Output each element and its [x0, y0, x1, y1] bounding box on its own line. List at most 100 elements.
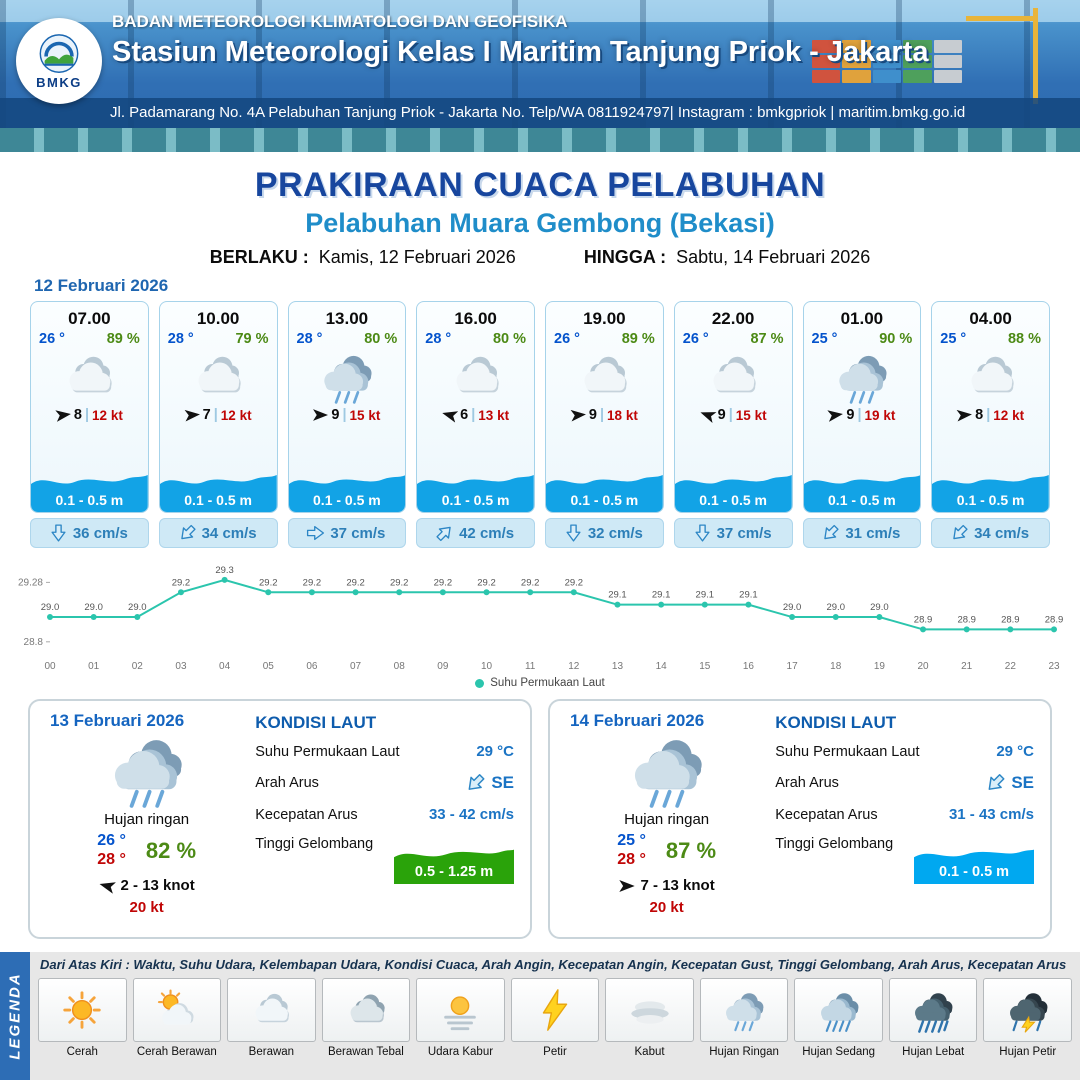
- wind-separator: |: [342, 407, 347, 423]
- humidity: 89 %: [106, 331, 140, 347]
- wind-row: 9 | 19 kt: [828, 407, 895, 423]
- current-speed-box: 37 cm/s: [673, 518, 793, 548]
- daily-humidity: 87 %: [665, 837, 717, 863]
- legend-title: LEGENDA: [6, 972, 24, 1060]
- humidity: 80 %: [364, 331, 398, 347]
- wave-height-badge: 0.5 - 1.25 m: [394, 842, 514, 884]
- wind-direction-icon: [957, 408, 973, 421]
- current-speed-value: 33 - 42 cm/s: [428, 806, 514, 823]
- svg-text:29.1: 29.1: [696, 590, 715, 601]
- wave-shape: [417, 475, 534, 512]
- hour-label: 16.00: [454, 309, 497, 328]
- air-temperature: 25 °: [811, 331, 838, 347]
- daily-temps: 25 ° 87 % 28 °: [617, 832, 716, 869]
- weather-icon: [704, 348, 762, 406]
- legend-icon-box: [888, 978, 978, 1042]
- hourly-column: 10.00 28 ° 79 % 7 | 12 kt: [158, 301, 278, 548]
- wave-height-band: 0.1 - 0.5 m: [417, 466, 534, 512]
- forecast-date: 12 Februari 2026: [34, 276, 169, 295]
- humidity: 80 %: [492, 331, 526, 347]
- hourly-card: 01.00 25 ° 90 % 9 | 19 kt: [802, 301, 922, 513]
- wind-speed: 6: [460, 407, 469, 423]
- sst-row: Suhu Permukaan Laut 29 °C: [255, 743, 514, 760]
- wind-separator: |: [84, 407, 90, 423]
- current-direction-icon: [566, 524, 581, 542]
- daily-weather-icon: [106, 729, 188, 811]
- wind-separator: |: [728, 407, 733, 423]
- wave-height: 0.1 - 0.5 m: [313, 492, 381, 508]
- current-direction-text: SE: [491, 773, 514, 792]
- legend-items: Cerah Cerah Berawan Berawan: [38, 978, 1073, 1058]
- temp-max: 28 °: [97, 851, 126, 868]
- current-direction-icon: [433, 521, 456, 544]
- header-titles: BADAN METEOROLOGI KLIMATOLOGI DAN GEOFIS…: [112, 12, 928, 69]
- current-speed-box: 42 cm/s: [416, 518, 535, 548]
- daily-card: 13 Februari 2026 Hujan ringan 26 ° 82 % …: [28, 699, 532, 939]
- current-direction-icon: [463, 770, 489, 796]
- hour-label: 10.00: [196, 309, 240, 328]
- wind-speed: 8: [73, 407, 82, 423]
- temp-humidity-row: 25 ° 90 %: [804, 329, 921, 347]
- wave-height-badge: 0.1 - 0.5 m: [914, 842, 1034, 884]
- wind-speed: 9: [846, 407, 855, 423]
- wave-height-row: Tinggi Gelombang 0.5 - 1.25 m: [255, 836, 514, 884]
- hour-label: 22.00: [711, 309, 755, 328]
- svg-text:08: 08: [394, 661, 406, 672]
- wave-height-row: Tinggi Gelombang 0.1 - 0.5 m: [775, 836, 1034, 884]
- svg-text:29.28: 29.28: [18, 577, 43, 588]
- legend-item-label: Hujan Ringan: [709, 1046, 779, 1058]
- bmkg-emblem-icon: [39, 34, 79, 73]
- svg-text:29.2: 29.2: [259, 577, 278, 588]
- legend-icon-box: [416, 978, 505, 1042]
- daily-condition: Hujan ringan: [624, 811, 710, 828]
- weather-icon: [189, 348, 247, 406]
- legend-item: Kabut: [605, 978, 694, 1058]
- svg-text:29.1: 29.1: [608, 590, 627, 601]
- weather-icon: [60, 348, 118, 406]
- air-temperature: 28 °: [167, 331, 194, 347]
- daily-weather-column: 14 Februari 2026 Hujan ringan 25 ° 87 % …: [566, 711, 767, 927]
- hourly-card: 04.00 25 ° 88 % 8 | 12 kt: [931, 301, 1050, 513]
- current-speed: 37 cm/s: [330, 524, 386, 542]
- air-temperature: 26 °: [39, 331, 65, 347]
- svg-text:00: 00: [44, 661, 56, 672]
- wind-direction-icon: [313, 409, 328, 421]
- current-direction-value: SE: [467, 773, 514, 793]
- gust-speed: 12 kt: [220, 407, 252, 423]
- wave-shape: [546, 475, 663, 512]
- legend-weather-icon: [154, 987, 200, 1033]
- wave-height: 0.1 - 0.5 m: [184, 492, 252, 508]
- sky-strip: [0, 0, 1080, 22]
- current-direction-row: Arah Arus SE: [255, 773, 514, 793]
- sst-line-chart: 29.28 28.8 29.0 00 29.0 01 29.0 02 29.2 03 29.3 04 2…: [18, 565, 1063, 672]
- daily-wind-range: 7 - 13 knot: [640, 877, 715, 894]
- page-title: PRAKIRAAN CUACA PELABUHAN: [254, 166, 826, 204]
- hourly-column: 07.00 26 ° 89 % 8 | 12 kt: [30, 301, 149, 548]
- current-direction-icon: [175, 521, 198, 544]
- hour-label: 01.00: [840, 309, 884, 328]
- sst-value: 29 °C: [476, 743, 514, 760]
- gust-speed: 15 kt: [349, 407, 381, 423]
- hourly-column: 13.00 28 ° 80 % 9 | 15 kt: [287, 301, 407, 548]
- svg-text:29.0: 29.0: [826, 602, 845, 613]
- legend-item: Cerah: [38, 978, 127, 1058]
- hourly-card: 13.00 28 ° 80 % 9 | 15 kt: [287, 301, 407, 513]
- svg-text:14: 14: [656, 661, 668, 672]
- port-crane: [966, 8, 1038, 104]
- gust-speed: 19 kt: [864, 407, 896, 423]
- legend-weather-icon: [248, 987, 294, 1033]
- wind-separator: |: [986, 407, 991, 423]
- hourly-card: 10.00 28 ° 79 % 7 | 12 kt: [158, 301, 278, 513]
- agency-name: BADAN METEOROLOGI KLIMATOLOGI DAN GEOFIS…: [112, 12, 568, 31]
- daily-date: 14 Februari 2026: [570, 711, 705, 730]
- current-speed-box: 37 cm/s: [287, 518, 407, 548]
- air-temperature: 28 °: [296, 331, 323, 347]
- svg-text:15: 15: [699, 661, 711, 672]
- daily-wind-row: 7 - 13 knot: [619, 877, 715, 894]
- valid-from-label: BERLAKU :: [209, 247, 309, 267]
- wind-separator: |: [857, 407, 862, 423]
- current-speed: 36 cm/s: [72, 524, 128, 542]
- gust-speed: 18 kt: [607, 407, 638, 423]
- weather-icon: [962, 348, 1020, 406]
- wave-height-band: 0.1 - 0.5 m: [159, 466, 277, 512]
